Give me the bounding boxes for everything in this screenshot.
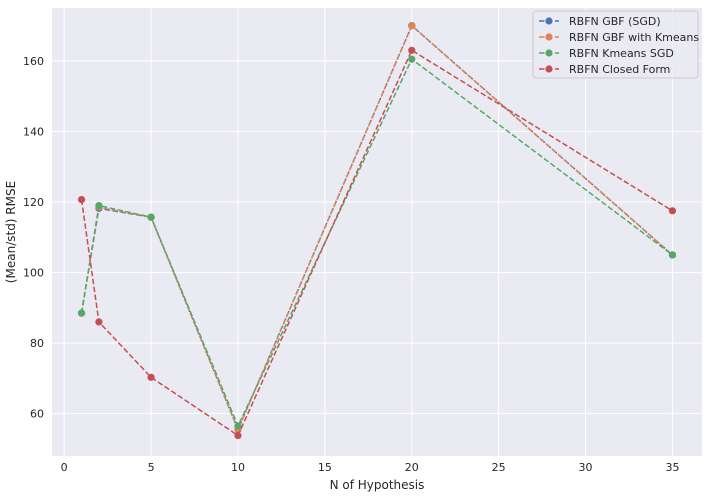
- x-tick-label: 10: [231, 461, 245, 474]
- legend-box: [532, 10, 699, 79]
- legend-label: RBFN GBF (SGD): [569, 15, 661, 28]
- x-axis-label: N of Hypothesis: [330, 478, 425, 492]
- data-point: [95, 318, 103, 326]
- data-point: [147, 373, 155, 381]
- data-point: [77, 195, 86, 204]
- legend: RBFN GBF (SGD) RBFN GBF with Kmeans RBFN K…: [532, 10, 699, 79]
- data-point: [408, 22, 416, 30]
- y-tick-label: 60: [30, 408, 44, 421]
- grid: [52, 8, 702, 456]
- data-point: [77, 309, 86, 317]
- data-point: [408, 55, 416, 63]
- x-tick-label: 35: [665, 461, 679, 474]
- series-line: [80, 57, 673, 428]
- legend-marker: [545, 65, 553, 73]
- series-layer: [77, 22, 677, 440]
- y-tick-label: 100: [23, 267, 44, 280]
- data-point: [668, 251, 677, 259]
- legend-marker: [545, 49, 553, 57]
- data-point: [668, 207, 677, 215]
- data-point: [408, 46, 416, 54]
- x-tick-label: 20: [405, 461, 419, 474]
- tick-labels: 0 5 10 15 20 25 30 35 60 80 100 120 140 160: [23, 55, 679, 474]
- x-tick-label: 5: [148, 461, 155, 474]
- legend-marker: [545, 33, 553, 41]
- data-point: [234, 431, 242, 440]
- plot-area: [52, 8, 702, 456]
- x-tick-label: 0: [61, 461, 68, 474]
- y-axis-label: (Mean/std) RMSE: [4, 181, 18, 283]
- y-tick-label: 80: [30, 337, 44, 350]
- legend-label: RBFN GBF with Kmeans: [569, 31, 699, 44]
- x-tick-label: 25: [492, 461, 506, 474]
- legend-label: RBFN Kmeans SGD: [569, 47, 674, 60]
- y-tick-label: 140: [23, 125, 44, 138]
- y-tick-label: 120: [23, 196, 44, 209]
- y-tick-label: 160: [23, 55, 44, 68]
- series-2: [77, 55, 677, 430]
- data-point: [95, 201, 103, 210]
- data-point: [147, 213, 155, 221]
- x-tick-label: 15: [318, 461, 332, 474]
- legend-label: RBFN Closed Form: [569, 63, 670, 76]
- x-tick-label: 30: [579, 461, 593, 474]
- legend-marker: [545, 17, 553, 25]
- data-point: [234, 422, 242, 430]
- series-3: [77, 46, 677, 440]
- series-line: [80, 49, 673, 437]
